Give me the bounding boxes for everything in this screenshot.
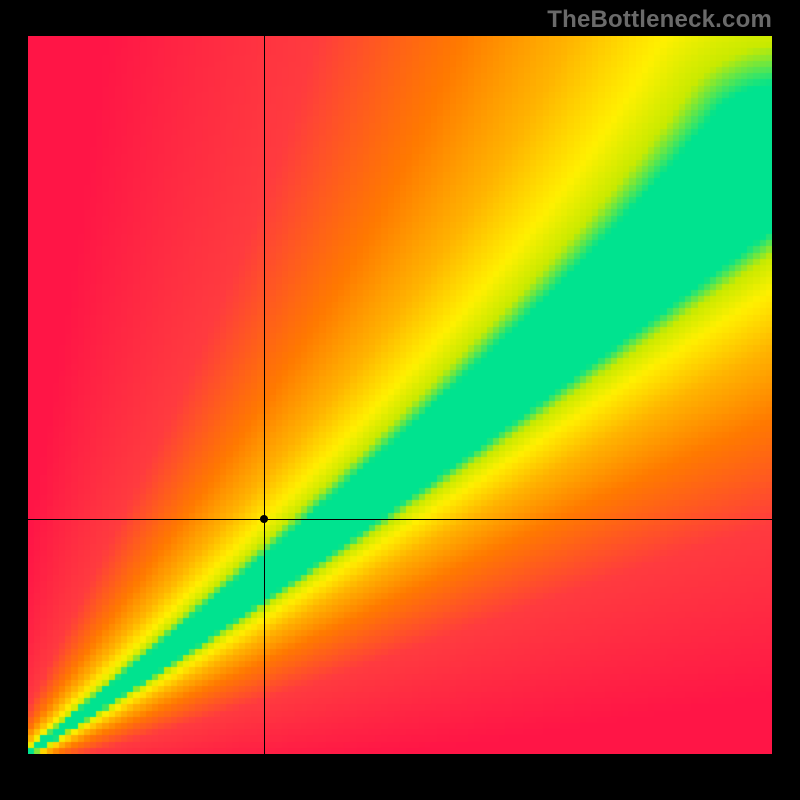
crosshair-marker (260, 515, 268, 523)
plot-area (28, 36, 772, 754)
crosshair-horizontal (28, 519, 772, 520)
heatmap-canvas (28, 36, 772, 754)
crosshair-vertical (264, 36, 265, 754)
watermark-text: TheBottleneck.com (547, 6, 772, 34)
